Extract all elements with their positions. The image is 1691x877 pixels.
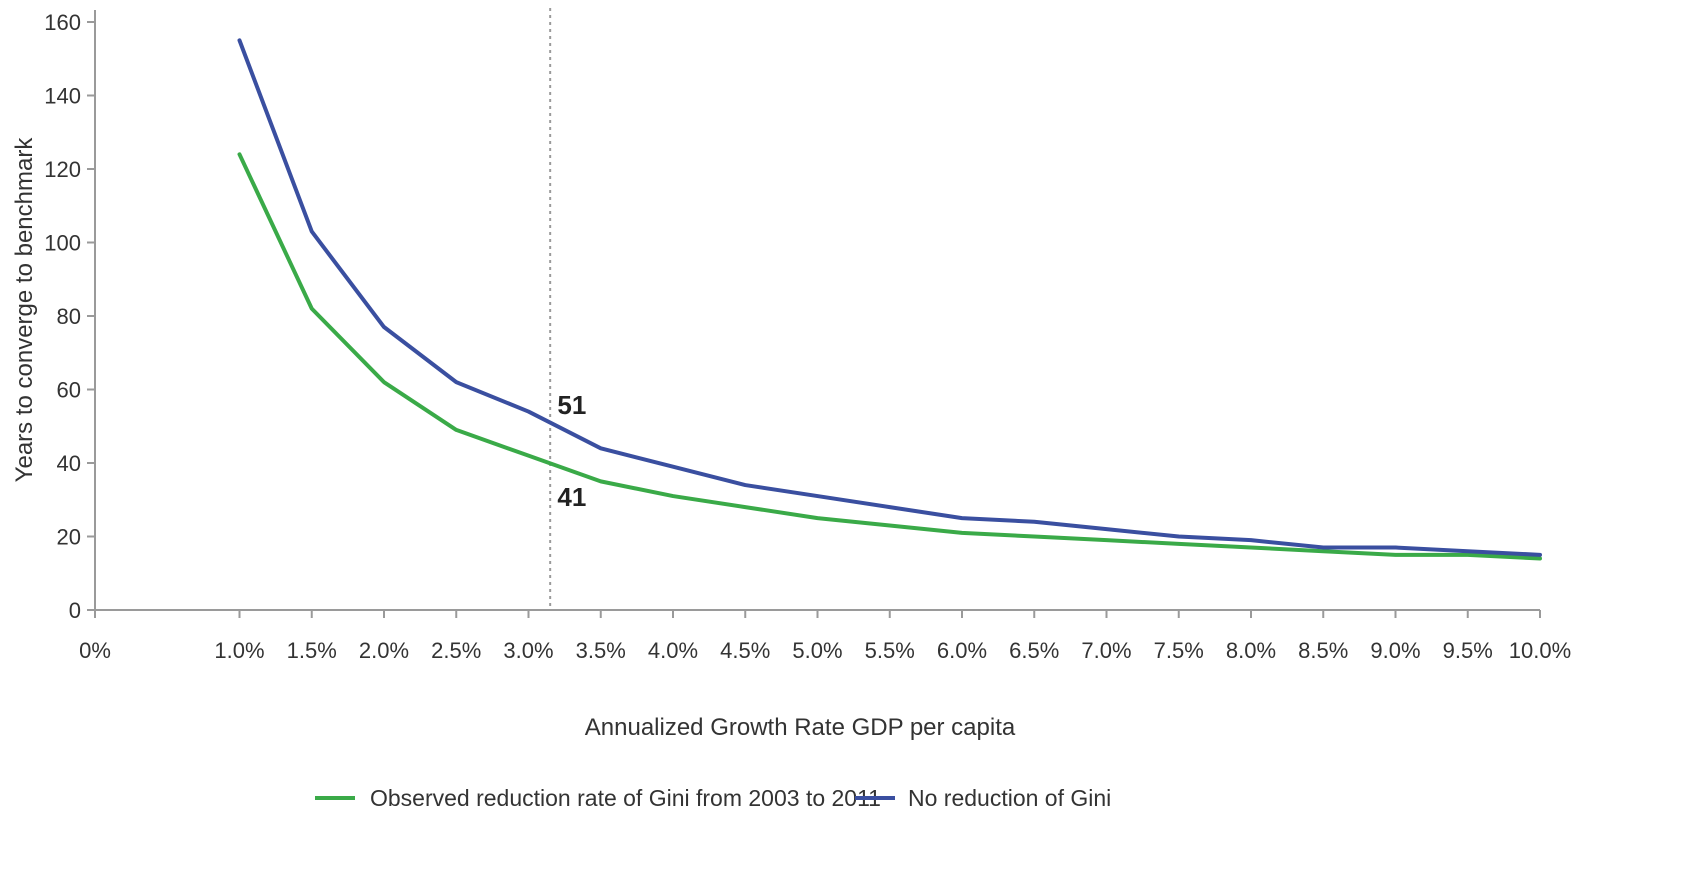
y-tick-label: 80 xyxy=(57,304,81,329)
x-tick-label: 9.5% xyxy=(1443,638,1493,663)
y-tick-label: 160 xyxy=(44,10,81,35)
x-tick-label: 10.0% xyxy=(1509,638,1571,663)
series-group xyxy=(237,38,1542,561)
y-tick-label: 40 xyxy=(57,451,81,476)
y-tick-label: 100 xyxy=(44,231,81,256)
x-axis-title: Annualized Growth Rate GDP per capita xyxy=(585,714,1016,741)
y-tick-label: 120 xyxy=(44,157,81,182)
x-tick-label: 0% xyxy=(79,638,111,663)
y-tick-label: 140 xyxy=(44,84,81,109)
legend-label-no-reduction: No reduction of Gini xyxy=(908,785,1111,811)
x-tick-label: 1.5% xyxy=(287,638,337,663)
x-tick-label: 7.0% xyxy=(1081,638,1131,663)
y-tick-label: 0 xyxy=(69,598,81,623)
annotation-label: 51 xyxy=(557,390,586,420)
x-tick-label: 8.0% xyxy=(1226,638,1276,663)
x-tick-label: 4.0% xyxy=(648,638,698,663)
annotation-label: 41 xyxy=(557,482,586,512)
x-tick-label: 5.0% xyxy=(792,638,842,663)
x-tick-label: 2.5% xyxy=(431,638,481,663)
x-tick-label: 7.5% xyxy=(1154,638,1204,663)
legend-item-observed: Observed reduction rate of Gini from 200… xyxy=(315,785,881,811)
y-ticks: 0 20 40 60 80 100 120 140 160 xyxy=(44,10,95,623)
legend-item-no-reduction: No reduction of Gini xyxy=(855,785,1111,811)
x-tick-label: 6.5% xyxy=(1009,638,1059,663)
x-tick-label: 9.0% xyxy=(1370,638,1420,663)
x-tick-label: 6.0% xyxy=(937,638,987,663)
x-tick-label: 4.5% xyxy=(720,638,770,663)
x-tick-label: 3.5% xyxy=(576,638,626,663)
annotations: 51 41 xyxy=(557,390,586,512)
x-ticks: 0% 1.0% 1.5% 2.0% 2.5% 3.0% 3.5% 4.0% 4.5% 5.0% 5.… xyxy=(79,610,1571,663)
legend-label-observed: Observed reduction rate of Gini from 200… xyxy=(370,785,881,811)
series-line-no-reduction xyxy=(237,38,1542,557)
x-tick-label: 8.5% xyxy=(1298,638,1348,663)
legend: Observed reduction rate of Gini from 200… xyxy=(315,785,1111,811)
x-tick-label: 1.0% xyxy=(214,638,264,663)
x-tick-label: 2.0% xyxy=(359,638,409,663)
x-tick-label: 3.0% xyxy=(503,638,553,663)
x-tick-label: 5.5% xyxy=(865,638,915,663)
series-line-observed xyxy=(237,152,1542,561)
y-axis-title: Years to converge to benchmark xyxy=(11,137,38,483)
y-tick-label: 60 xyxy=(57,378,81,403)
y-tick-label: 20 xyxy=(57,525,81,550)
